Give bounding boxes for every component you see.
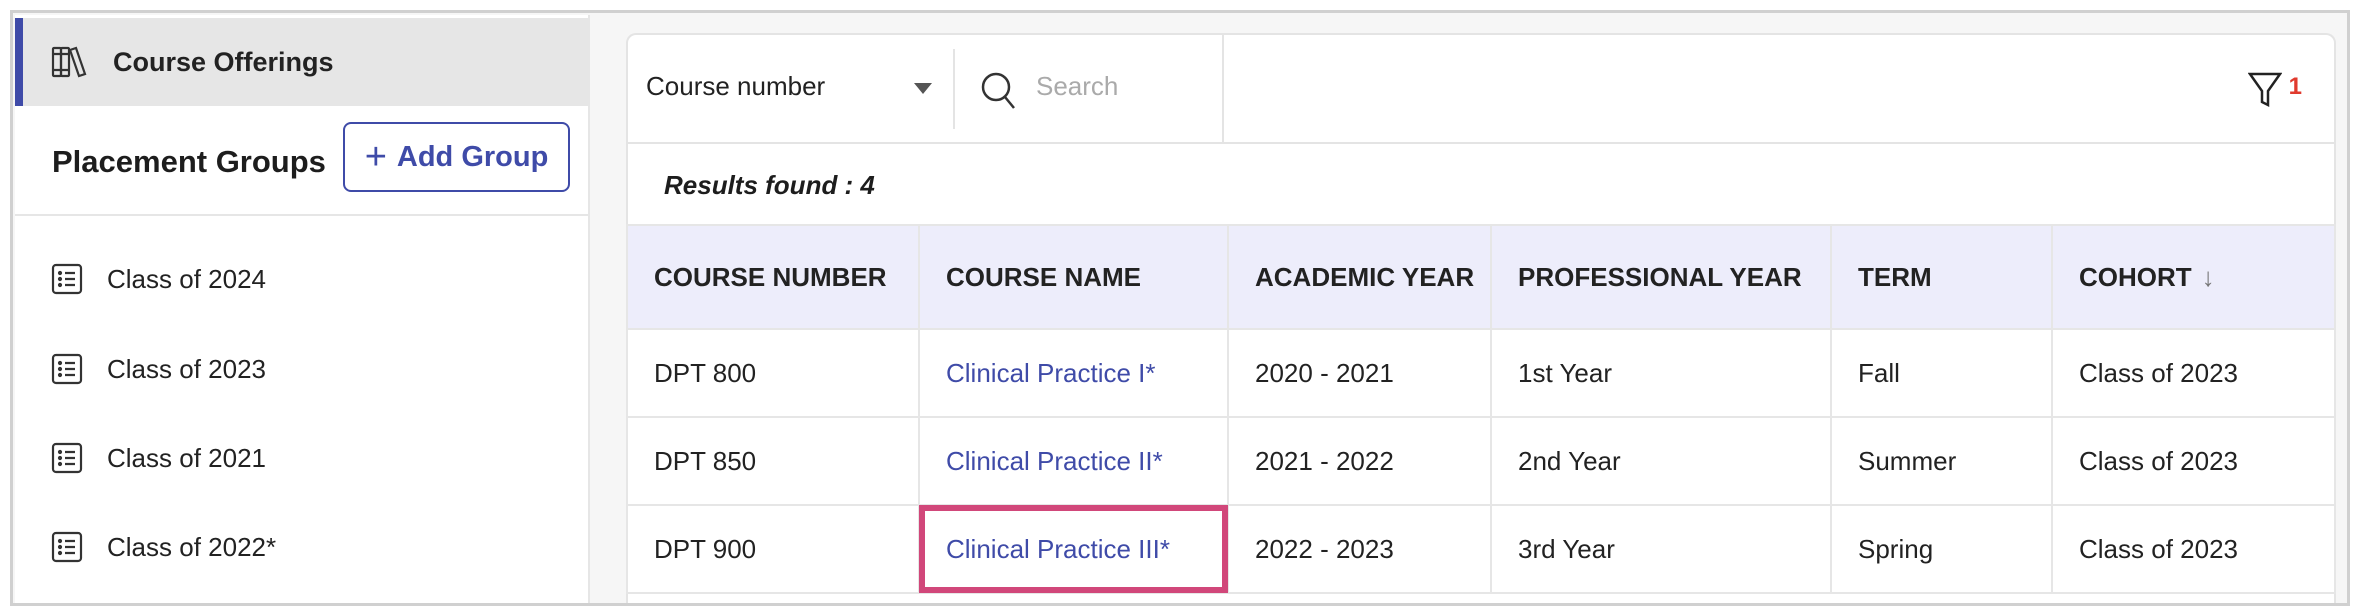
table-row[interactable]: DPT 850 Clinical Practice II* 2021 - 2022 2… (626, 416, 2336, 506)
table-cell: 3rd Year (1490, 504, 1832, 594)
placement-group-item[interactable]: Class of 2022* (51, 527, 276, 567)
table-cell: 1st Year (1490, 328, 1832, 418)
table-row[interactable]: DPT 900 Clinical Practice III* 2022 - 2023… (626, 504, 2336, 594)
column-header-label: ACADEMIC YEAR (1255, 261, 1475, 292)
column-header[interactable]: PROFESSIONAL YEAR (1490, 224, 1832, 330)
cell-text: Class of 2023 (2079, 357, 2238, 388)
table-row[interactable]: DPT 800 Clinical Practice I* 2020 - 2021 1s… (626, 328, 2336, 418)
column-header[interactable]: COURSE NAME (918, 224, 1229, 330)
table-cell: Clinical Practice II* (918, 416, 1229, 506)
table-cell: Class of 2023 (2051, 504, 2336, 594)
cell-text: 2nd Year (1518, 445, 1621, 476)
cell-text: DPT 850 (654, 445, 757, 476)
filter-icon[interactable] (2248, 71, 2282, 109)
list-icon (51, 442, 83, 474)
search-field-select[interactable]: Course number (646, 71, 826, 101)
table-cell: 2020 - 2021 (1227, 328, 1492, 418)
divider (1222, 35, 1224, 144)
course-name-link[interactable]: Clinical Practice II* (946, 445, 1163, 476)
divider (953, 49, 955, 129)
column-header-label: PROFESSIONAL YEAR (1518, 261, 1802, 292)
course-offerings-label: Course Offerings (113, 46, 334, 77)
cell-text: 1st Year (1518, 357, 1612, 388)
table-cell: DPT 800 (626, 328, 920, 418)
column-header-label: TERM (1858, 261, 1932, 292)
cell-text: DPT 800 (654, 357, 757, 388)
table-cell: Summer (1830, 416, 2053, 506)
placement-group-label: Class of 2021 (107, 442, 266, 473)
course-name-link[interactable]: Clinical Practice I* (946, 357, 1156, 388)
cell-text: Class of 2023 (2079, 533, 2238, 564)
placement-groups-header: Placement Groups + Add Group (15, 106, 588, 216)
cell-text: 3rd Year (1518, 533, 1615, 564)
table-cell: Fall (1830, 328, 2053, 418)
table-cell: Clinical Practice III* (918, 504, 1229, 594)
results-count: Results found : 4 (664, 170, 875, 200)
cell-text: DPT 900 (654, 533, 757, 564)
placement-group-label: Class of 2023 (107, 353, 266, 384)
column-header-label: COURSE NAME (946, 261, 1142, 292)
table-cell: Class of 2023 (2051, 416, 2336, 506)
placement-group-item[interactable]: Class of 2024 (51, 259, 266, 299)
sort-descending-icon[interactable]: ↓ (2201, 261, 2215, 292)
placement-group-label: Class of 2022* (107, 531, 277, 562)
search-input[interactable]: Search (1036, 71, 1119, 101)
toolbar: Course number Search 1 (628, 35, 2334, 144)
course-name-link[interactable]: Clinical Practice III* (946, 533, 1170, 564)
list-icon (51, 263, 83, 295)
table-cell: DPT 850 (626, 416, 920, 506)
column-header-label: COHORT (2079, 261, 2192, 292)
add-group-label: Add Group (396, 140, 549, 173)
cell-text: Spring (1858, 533, 1934, 564)
column-header[interactable]: COURSE NUMBER (626, 224, 920, 330)
plus-icon: + (364, 136, 387, 178)
table-cell: Class of 2023 (2051, 328, 2336, 418)
table-cell: DPT 900 (626, 504, 920, 594)
placement-group-label: Class of 2024 (107, 263, 266, 294)
course-table-card: Course number Search 1 Results found : 4… (626, 33, 2336, 603)
table-cell: 2nd Year (1490, 416, 1832, 506)
table-cell: Spring (1830, 504, 2053, 594)
list-icon (51, 531, 83, 563)
table-cell: Clinical Practice I* (918, 328, 1229, 418)
column-header[interactable]: ACADEMIC YEAR (1227, 224, 1492, 330)
cell-text: 2021 - 2022 (1255, 445, 1394, 476)
placement-group-item[interactable]: Class of 2021 (51, 438, 266, 478)
list-icon (51, 353, 83, 385)
cell-text: 2022 - 2023 (1255, 533, 1394, 564)
placement-group-item[interactable]: Class of 2023 (51, 349, 266, 389)
section-title: Placement Groups (52, 144, 326, 179)
cell-text: 2020 - 2021 (1255, 357, 1394, 388)
sidebar: Course Offerings Placement Groups + Add … (15, 15, 590, 603)
table-cell: 2021 - 2022 (1227, 416, 1492, 506)
column-header[interactable]: COHORT ↓ (2051, 224, 2336, 330)
add-group-button[interactable]: + Add Group (343, 122, 570, 192)
column-header-label: COURSE NUMBER (654, 261, 887, 292)
courses-table: COURSE NUMBER COURSE NAME ACADEMIC YEAR PRO… (626, 224, 2336, 594)
books-icon (51, 46, 87, 78)
cell-text: Summer (1858, 445, 1957, 476)
table-cell: 2022 - 2023 (1227, 504, 1492, 594)
sidebar-item-course-offerings[interactable]: Course Offerings (15, 18, 588, 106)
column-header[interactable]: TERM (1830, 224, 2053, 330)
cell-text: Class of 2023 (2079, 445, 2238, 476)
cell-text: Fall (1858, 357, 1900, 388)
filter-count-badge: 1 (2288, 73, 2302, 100)
search-icon (981, 72, 1015, 109)
caret-down-icon[interactable] (914, 83, 932, 94)
